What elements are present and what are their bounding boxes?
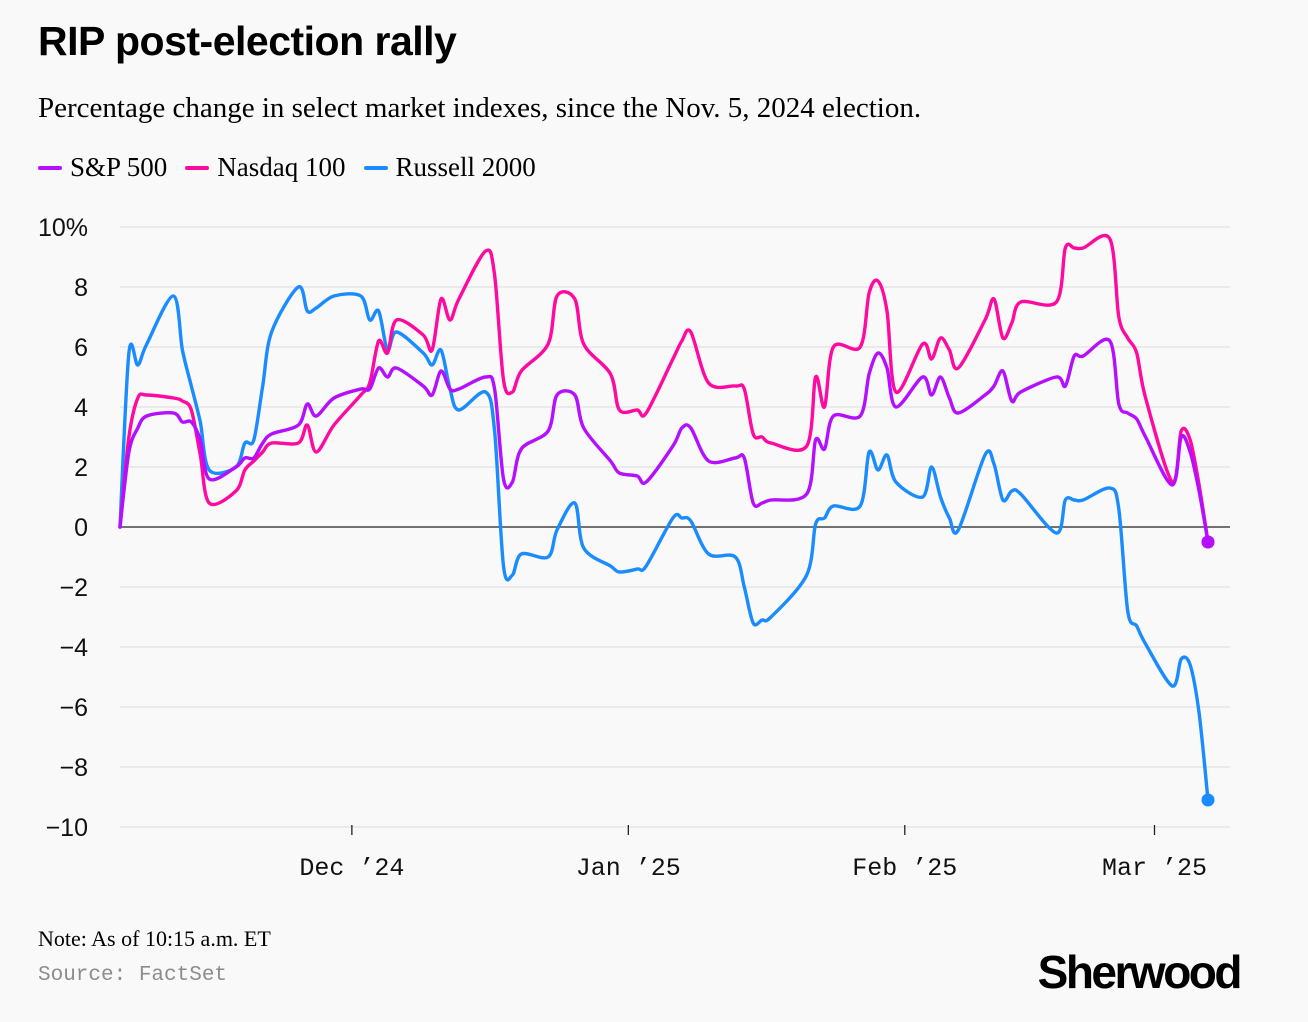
- y-tick-label: −10: [46, 814, 88, 842]
- chart-title: RIP post-election rally: [38, 18, 457, 64]
- y-tick-label: 0: [74, 514, 88, 542]
- legend-swatch-sp500: [38, 165, 62, 170]
- y-tick-label: 2: [74, 454, 88, 482]
- series-line-nasdaq-100: [118, 233, 1210, 544]
- y-tick-label: 8: [74, 274, 88, 302]
- legend: S&P 500 Nasdaq 100 Russell 2000: [38, 152, 536, 183]
- series-line-s-p-500: [118, 337, 1210, 544]
- brand-logo: Sherwood: [1037, 946, 1243, 998]
- line-chart: 10% 8 6 4 2 0 −2 −4 −6 −8 −10 Dec ’24 Jan ’25 Feb ’25…: [38, 214, 1230, 883]
- series-line-russell-2000: [118, 285, 1210, 802]
- chart-subtitle: Percentage change in select market index…: [38, 92, 922, 124]
- y-tick-label: 10%: [38, 214, 88, 242]
- legend-label-russell2000: Russell 2000: [395, 152, 536, 182]
- y-tick-label: −4: [59, 634, 88, 662]
- legend-item-nasdaq100: Nasdaq 100: [185, 152, 346, 183]
- x-tick-label: Dec ’24: [299, 854, 404, 883]
- y-tick-label: −2: [59, 574, 88, 602]
- x-tick-label: Feb ’25: [852, 854, 957, 883]
- chart-note: Note: As of 10:15 a.m. ET: [38, 926, 271, 951]
- chart-source: Source: FactSet: [38, 964, 228, 987]
- legend-item-russell2000: Russell 2000: [363, 152, 536, 183]
- x-tick-label: Jan ’25: [576, 854, 681, 883]
- y-tick-label: 4: [74, 394, 88, 422]
- legend-swatch-nasdaq100: [185, 165, 210, 170]
- y-tick-label: 6: [74, 334, 88, 362]
- legend-label-nasdaq100: Nasdaq 100: [217, 152, 346, 182]
- legend-swatch-russell2000: [363, 165, 388, 170]
- legend-label-sp500: S&P 500: [70, 152, 168, 182]
- end-marker-s-p-500: [1201, 535, 1215, 549]
- x-tick-label: Mar ’25: [1102, 854, 1207, 883]
- y-tick-label: −6: [59, 694, 88, 722]
- end-marker-russell-2000: [1201, 793, 1215, 807]
- y-tick-label: −8: [59, 754, 88, 782]
- legend-item-sp500: S&P 500: [38, 152, 167, 183]
